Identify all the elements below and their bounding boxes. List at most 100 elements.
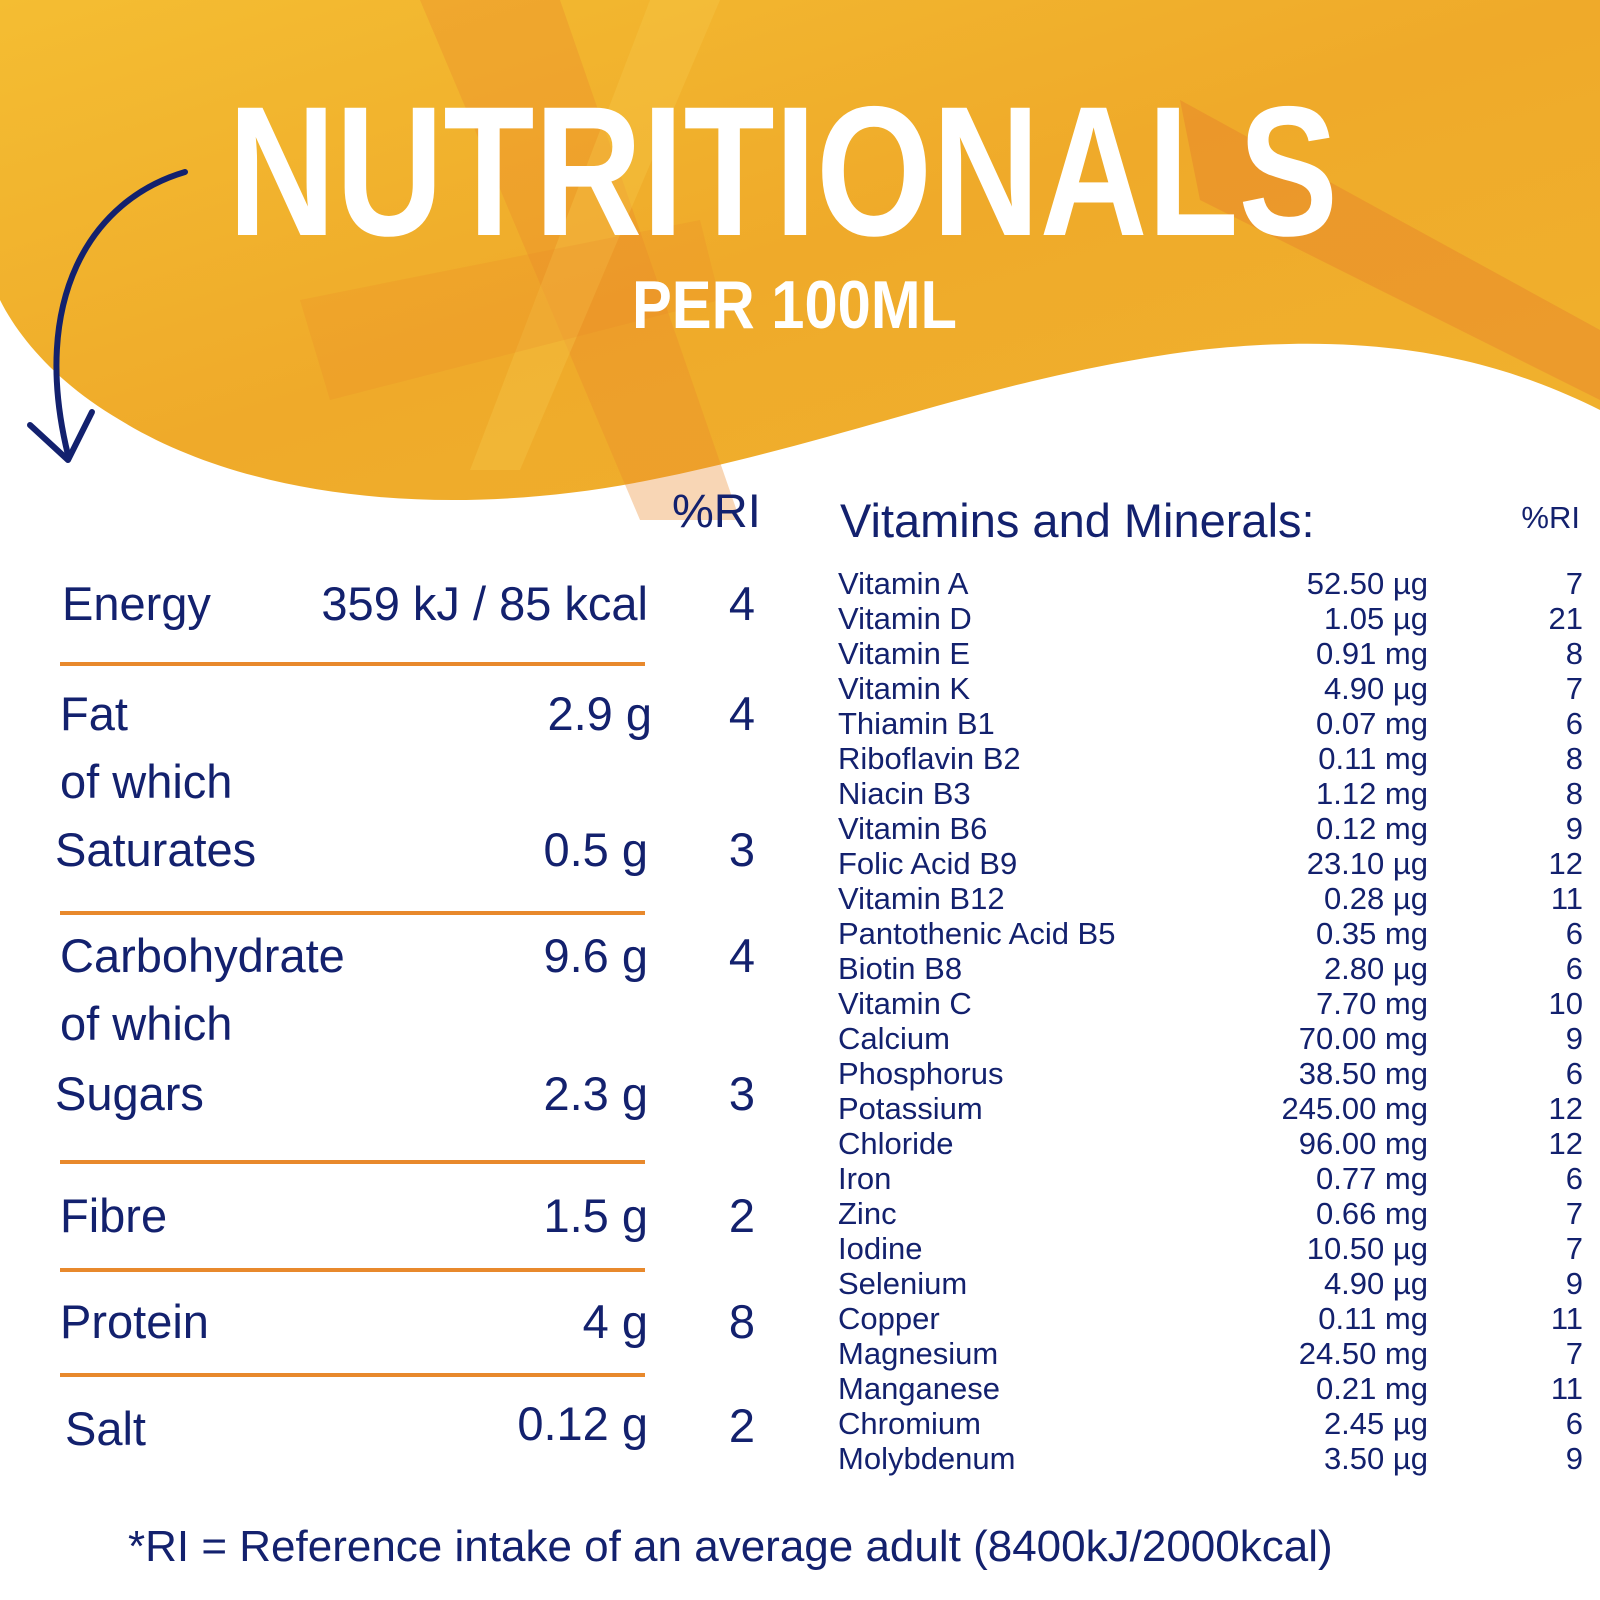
vitamin-row: Selenium 4.90 µg 9 [838,1267,1583,1301]
nutrient-amount: 0.12 g [517,1397,648,1450]
vitamin-row: Vitamin B6 0.12 mg 9 [838,812,1583,846]
vitamin-row: Calcium 70.00 mg 9 [838,1022,1583,1056]
nutrient-label: Carbohydrate [60,929,345,982]
vitamin-row: Vitamin E 0.91 mg 8 [838,637,1583,671]
vitamin-amount: 0.66 mg [1315,1196,1428,1231]
nutrient-label: Protein [60,1295,209,1348]
vitamin-name: Riboflavin B2 [838,741,1021,776]
vitamin-amount: 38.50 mg [1298,1056,1428,1091]
nutrient-ri: 3 [728,1067,755,1120]
nutrient-ri: 2 [728,1189,755,1242]
vitamin-name: Chloride [838,1126,954,1161]
vitamin-row: Vitamin A 52.50 µg 7 [838,567,1583,601]
vitamin-name: Vitamin B12 [838,881,1005,916]
vitamin-amount: 24.50 mg [1298,1336,1428,1371]
vitamin-amount: 0.91 mg [1315,636,1428,671]
nutrient-amount: 4 g [582,1295,648,1348]
divider [60,1160,645,1164]
orange-streak [420,0,740,520]
divider [60,1373,645,1377]
header-banner: NUTRITIONALS PER 100ML [0,0,1600,520]
vitamin-row: Zinc 0.66 mg 7 [838,1197,1583,1231]
vitamin-name: Magnesium [838,1336,999,1371]
vitamin-amount: 10.50 µg [1306,1231,1428,1266]
vitamin-amount: 0.07 mg [1315,706,1428,741]
vitamin-row: Vitamin K 4.90 µg 7 [838,672,1583,706]
vitamin-row: Copper 0.11 mg 11 [838,1302,1583,1336]
vitamin-name: Vitamin A [838,566,969,601]
vitamin-row: Iron 0.77 mg 6 [838,1162,1583,1196]
nutrient-ri: 2 [728,1399,755,1452]
vitamin-ri: 12 [1548,1091,1583,1126]
vitamin-amount: 1.05 µg [1323,601,1428,636]
vitamin-ri: 12 [1548,846,1583,881]
nutrient-ri: 3 [728,823,755,876]
vitamin-name: Copper [838,1301,940,1336]
vitamin-amount: 0.21 mg [1315,1371,1428,1406]
vitamin-name: Niacin B3 [838,776,971,811]
nutrient-amount: 359 kJ / 85 kcal [321,577,648,630]
vitamin-amount: 0.11 mg [1318,1301,1428,1336]
vitamin-ri: 7 [1565,1196,1583,1231]
vitamin-amount: 4.90 µg [1323,671,1428,706]
orange-streak [300,220,720,400]
vitamin-amount: 70.00 mg [1298,1021,1428,1056]
title: NUTRITIONALS [228,69,1338,275]
vitamin-ri: 11 [1550,881,1583,916]
vitamin-name: Iodine [838,1231,923,1266]
vitamin-name: Calcium [838,1021,950,1056]
nutrient-ri: 4 [728,929,755,982]
vitamin-ri: 9 [1565,1441,1583,1476]
nutrient-ri: 4 [728,577,755,630]
orange-streak [470,0,720,470]
vitamin-name: Phosphorus [838,1056,1004,1091]
vitamin-amount: 7.70 mg [1315,986,1428,1021]
vitamin-name: Pantothenic Acid B5 [838,916,1116,951]
arrow-down-icon [27,169,188,463]
divider [60,911,645,915]
vitamin-name: Potassium [838,1091,983,1126]
nutrient-label: Sugars [55,1067,204,1120]
vitamin-row: Chloride 96.00 mg 12 [838,1127,1583,1161]
vitamin-row: Potassium 245.00 mg 12 [838,1092,1583,1126]
vitamin-ri: 21 [1548,601,1583,636]
vitamin-row: Iodine 10.50 µg 7 [838,1232,1583,1266]
vitamin-ri: 6 [1565,916,1583,951]
vitamin-ri: 8 [1565,636,1583,671]
footnote: *RI = Reference intake of an average adu… [128,1522,1333,1571]
vitamin-name: Chromium [838,1406,981,1441]
header-wave-background [0,0,1600,500]
vitamin-ri: 6 [1565,1056,1583,1091]
vitamin-row: Molybdenum 3.50 µg 9 [838,1442,1583,1476]
vitamin-ri: 6 [1565,706,1583,741]
vitamin-ri: 11 [1550,1301,1583,1336]
nutrient-label: Fibre [60,1189,168,1242]
nutrient-label: Saturates [55,823,257,876]
vitamin-ri: 7 [1565,1336,1583,1371]
vitamin-amount: 0.11 mg [1318,741,1428,776]
vitamin-row: Chromium 2.45 µg 6 [838,1407,1583,1441]
divider [60,1268,645,1272]
vitamin-amount: 0.77 mg [1315,1161,1428,1196]
vitamin-row: Folic Acid B9 23.10 µg 12 [838,847,1583,881]
vitamin-amount: 0.28 µg [1323,881,1428,916]
vitamin-name: Thiamin B1 [838,706,995,741]
vitamin-name: Iron [838,1161,892,1196]
vitamin-name: Vitamin E [838,636,971,671]
vitamin-name: Vitamin K [838,671,971,706]
vitamin-ri: 10 [1548,986,1583,1021]
vitamin-ri: 8 [1565,776,1583,811]
nutrient-label: Salt [65,1402,146,1455]
vitamins-title: Vitamins and Minerals: [840,494,1315,547]
vitamin-name: Folic Acid B9 [838,846,1018,881]
nutrient-sublabel: of which [60,755,233,808]
vitamin-ri: 8 [1565,741,1583,776]
ri-header: %RI [672,484,761,537]
vitamin-ri: 12 [1548,1126,1583,1161]
vitamin-amount: 3.50 µg [1323,1441,1428,1476]
vitamin-amount: 1.12 mg [1315,776,1428,811]
vitamin-row: Manganese 0.21 mg 11 [838,1372,1583,1406]
vitamin-name: Vitamin C [838,986,972,1021]
subtitle: PER 100ML [632,267,957,343]
nutrient-amount: 1.5 g [543,1189,648,1242]
